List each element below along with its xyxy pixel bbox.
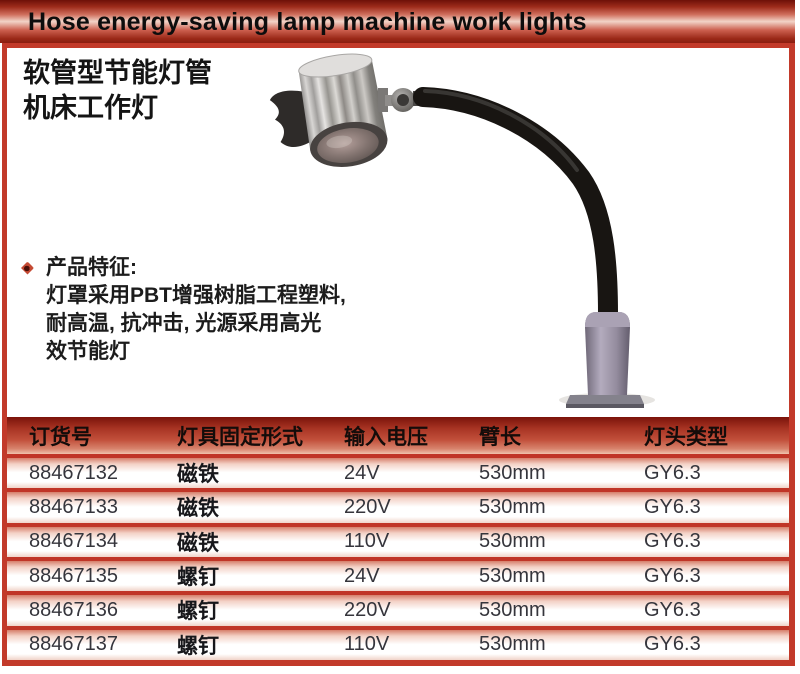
- table-cell: 110V: [344, 530, 390, 553]
- header-cell: 灯头类型: [644, 425, 728, 449]
- header-cell: 输入电压: [344, 425, 428, 449]
- table-cell: 磁铁: [177, 463, 219, 487]
- table-row: 88467132 磁铁 24V 530mm GY6.3: [7, 454, 789, 489]
- table-body: 88467132 磁铁 24V 530mm GY6.3 88467133 磁铁 220V 530…: [7, 454, 789, 660]
- table-cell: 530mm: [479, 633, 546, 656]
- table-cell: 220V: [344, 495, 391, 518]
- table-cell: 88467133: [29, 495, 118, 518]
- table-cell: 88467134: [29, 530, 118, 553]
- table-row: 88467134 磁铁 110V 530mm GY6.3: [7, 522, 789, 557]
- feature-line: 耐高温, 抗冲击, 光源采用高光: [46, 312, 322, 335]
- table-cell: 磁铁: [177, 531, 219, 555]
- lamp-head-top-cap: [298, 53, 373, 78]
- table-cell: GY6.3: [644, 495, 701, 518]
- table-cell: 530mm: [479, 598, 546, 621]
- table-cell: GY6.3: [644, 461, 701, 484]
- feature-line: 效节能灯: [46, 340, 130, 363]
- table-cell: 24V: [344, 461, 380, 484]
- table-cell: 220V: [344, 598, 391, 621]
- base-shoulder: [585, 312, 630, 327]
- base-cylinder: [585, 312, 630, 395]
- page-title: Hose energy-saving lamp machine work lig…: [28, 8, 587, 36]
- table-cell: GY6.3: [644, 564, 701, 587]
- product-title-zh-line2: 机床工作灯: [23, 93, 158, 123]
- table-cell: 530mm: [479, 564, 546, 587]
- lamp-lens: [317, 128, 379, 164]
- table-cell: 530mm: [479, 461, 546, 484]
- table-cell: 88467136: [29, 598, 118, 621]
- flexible-hose-arm: [413, 87, 618, 324]
- spec-table: 订货号 灯具固定形式 输入电压 臂长 灯头类型 88467132 磁铁 24V 530mm GY…: [7, 417, 789, 660]
- table-cell: 24V: [344, 564, 380, 587]
- page-title-band: Hose energy-saving lamp machine work lig…: [0, 0, 795, 43]
- table-cell: GY6.3: [644, 633, 701, 656]
- diamond-bullet-icon: [21, 261, 34, 275]
- table-cell: 螺钉: [177, 566, 219, 590]
- table-cell: 530mm: [479, 530, 546, 553]
- table-cell: 530mm: [479, 495, 546, 518]
- product-photo-work-lamp: [269, 53, 655, 408]
- product-title-zh: 软管型节能灯管 机床工作灯: [23, 56, 212, 126]
- table-row: 88467137 螺钉 110V 530mm GY6.3: [7, 625, 789, 660]
- table-cell: 螺钉: [177, 600, 219, 624]
- table-row: 88467136 螺钉 220V 530mm GY6.3: [7, 591, 789, 626]
- hose-highlight: [423, 89, 579, 172]
- table-cell: 螺钉: [177, 634, 219, 658]
- mounting-base: [559, 312, 655, 408]
- features-heading: 产品特征:: [46, 256, 137, 279]
- header-cell: 灯具固定形式: [177, 425, 303, 449]
- table-cell: 磁铁: [177, 497, 219, 521]
- table-cell: 88467132: [29, 461, 118, 484]
- base-plate-edge: [566, 404, 644, 408]
- table-header-row: 订货号 灯具固定形式 输入电压 臂长 灯头类型: [7, 417, 789, 454]
- table-row: 88467133 磁铁 220V 530mm GY6.3: [7, 488, 789, 523]
- base-plate: [566, 395, 644, 404]
- table-cell: 88467137: [29, 633, 118, 656]
- table-cell: 110V: [344, 633, 390, 656]
- header-cell: 订货号: [29, 425, 92, 449]
- table-cell: GY6.3: [644, 530, 701, 553]
- table-row: 88467135 螺钉 24V 530mm GY6.3: [7, 556, 789, 592]
- mounting-clamp-fin: [269, 90, 312, 147]
- product-features: 产品特征: 灯罩采用PBT增强树脂工程塑料, 耐高温, 抗冲击, 光源采用高光 …: [21, 254, 346, 366]
- table-cell: GY6.3: [644, 598, 701, 621]
- header-cell: 臂长: [479, 425, 521, 449]
- page-frame: 软管型节能灯管 机床工作灯: [2, 43, 795, 666]
- product-title-zh-line1: 软管型节能灯管: [23, 58, 212, 88]
- lamp-head: [269, 53, 388, 167]
- lens-highlight: [326, 135, 353, 149]
- table-cell: 88467135: [29, 564, 118, 587]
- feature-line: 灯罩采用PBT增强树脂工程塑料,: [46, 284, 346, 307]
